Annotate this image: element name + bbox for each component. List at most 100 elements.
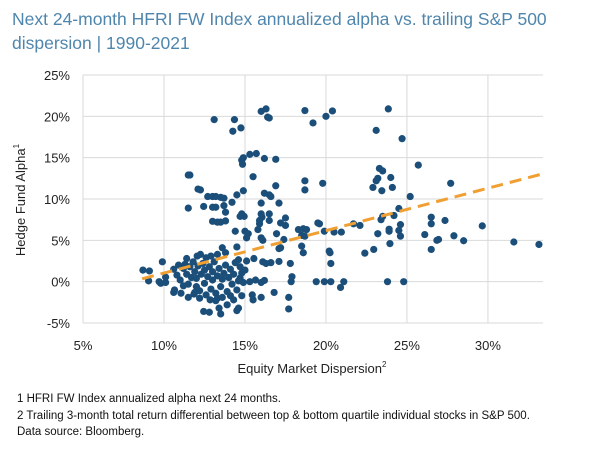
data-point (427, 213, 435, 221)
data-point (170, 288, 178, 297)
data-point (215, 304, 223, 312)
data-point (272, 230, 281, 238)
gridlines (82, 74, 543, 324)
data-point (275, 199, 283, 207)
y-tick-label: 10% (44, 192, 70, 207)
data-point (369, 183, 377, 192)
y-axis-label: Hedge Fund Alpha1 (12, 143, 28, 256)
data-point (272, 155, 280, 163)
data-point (326, 249, 334, 257)
data-point (427, 245, 435, 254)
data-point (183, 254, 191, 263)
data-point (386, 240, 394, 248)
data-point (406, 192, 414, 201)
data-point (270, 288, 278, 297)
data-point (267, 192, 275, 201)
data-point (200, 202, 208, 211)
data-point (208, 276, 217, 284)
data-point (221, 217, 230, 225)
data-point (189, 258, 197, 266)
y-tick-label: 0% (51, 275, 70, 290)
data-point (287, 278, 295, 286)
data-point (200, 307, 208, 316)
data-point (370, 245, 378, 254)
data-point (230, 116, 239, 124)
data-point (260, 154, 269, 163)
data-point (221, 249, 230, 257)
data-point (374, 230, 382, 238)
data-point (322, 112, 330, 120)
x-tick-label: 15% (232, 338, 258, 353)
data-point (223, 301, 231, 309)
y-tick-label: 5% (51, 233, 70, 248)
data-point (320, 278, 328, 286)
data-point (236, 212, 244, 220)
data-point (301, 177, 309, 185)
data-point (239, 187, 247, 195)
data-point (285, 293, 293, 301)
data-source: Data source: Bloomberg. (17, 426, 145, 438)
data-point (218, 275, 226, 283)
data-point (221, 261, 230, 269)
y-tick-labels: 25% 20% 15% 10% 5% 0% -5% (44, 68, 70, 331)
data-point (220, 194, 228, 202)
data-point (215, 264, 223, 273)
data-point (447, 179, 455, 187)
data-points (139, 105, 543, 318)
data-point (387, 173, 395, 182)
data-point (229, 127, 237, 135)
data-point (184, 293, 192, 301)
data-point (315, 220, 324, 228)
data-point (162, 278, 170, 287)
data-point (139, 266, 147, 274)
data-point (207, 285, 215, 293)
data-point (254, 225, 262, 234)
x-tick-label: 25% (394, 338, 420, 353)
data-point (221, 208, 230, 216)
data-point (210, 116, 218, 124)
data-point (379, 167, 387, 175)
data-point (260, 276, 269, 285)
data-point (378, 187, 386, 195)
data-point (177, 289, 185, 297)
data-point (248, 291, 256, 299)
data-point (206, 296, 214, 304)
data-point (252, 149, 260, 158)
data-point (441, 216, 449, 225)
data-point (281, 221, 290, 230)
data-point (301, 186, 309, 194)
trendline (141, 172, 542, 281)
data-point (265, 210, 273, 218)
data-point (281, 214, 290, 222)
data-point (217, 283, 225, 291)
data-point (535, 240, 543, 249)
data-point (220, 202, 228, 210)
data-point (309, 119, 317, 127)
data-point (246, 278, 254, 286)
data-point (421, 230, 429, 239)
data-point (328, 107, 337, 115)
data-point (237, 124, 245, 132)
data-point (272, 182, 280, 190)
data-point (191, 288, 199, 297)
data-point (396, 221, 405, 229)
data-point (434, 235, 443, 244)
data-point (450, 232, 458, 240)
x-tick-labels: 5% 10% 15% 20% 25% 30% (74, 338, 502, 353)
data-point (396, 232, 405, 240)
data-point (192, 274, 200, 282)
data-point (184, 280, 192, 288)
data-point (340, 278, 348, 286)
data-point (327, 278, 335, 286)
data-point (384, 105, 392, 113)
data-point (233, 286, 241, 294)
data-point (319, 179, 327, 187)
data-point (460, 237, 468, 245)
data-point (231, 259, 239, 267)
data-point (286, 259, 294, 268)
data-point (184, 171, 192, 179)
data-point (217, 310, 225, 318)
data-point (302, 225, 311, 234)
chart-title: Next 24-month HFRI FW Index annualized a… (12, 9, 547, 53)
